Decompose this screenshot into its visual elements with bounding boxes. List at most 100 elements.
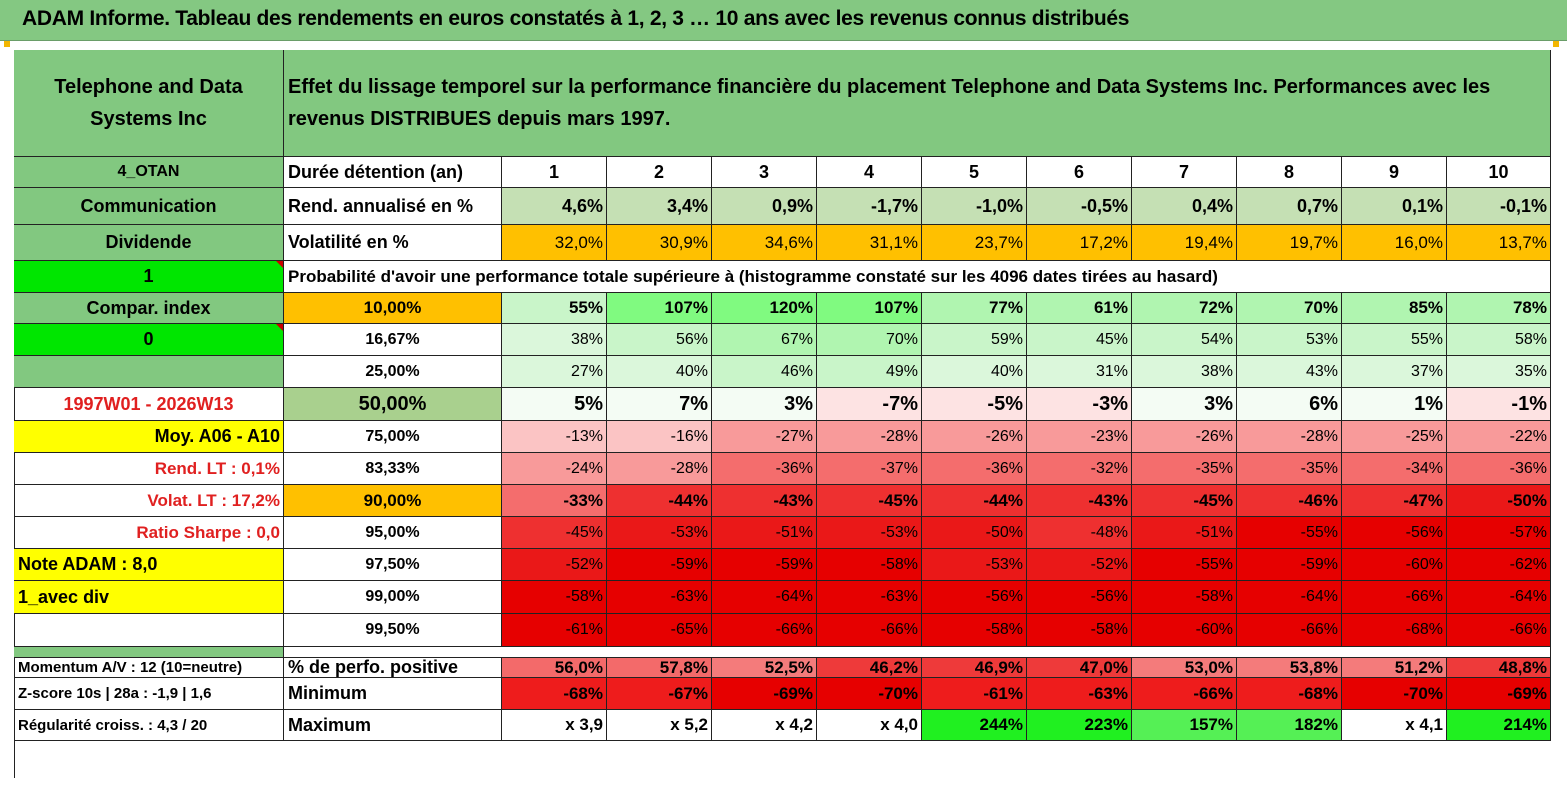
quantile-label-8[interactable]: 95,00% (284, 517, 502, 549)
company-name-cell[interactable]: Telephone and Data Systems Inc (14, 50, 284, 157)
quantile-label-2[interactable]: 16,67% (284, 324, 502, 356)
quantile-3-year-5[interactable]: 40% (922, 356, 1027, 388)
quantile-7-year-7[interactable]: -45% (1132, 485, 1237, 517)
blank-cell[interactable] (1447, 261, 1551, 293)
bottom-1-year-3[interactable]: 52,5% (712, 658, 817, 678)
volatility-year-6[interactable]: 17,2% (1027, 225, 1132, 261)
holding-duration-label[interactable]: Durée détention (an) (284, 157, 502, 188)
quantile-3-year-4[interactable]: 49% (817, 356, 922, 388)
quantile-1-year-9[interactable]: 85% (1342, 293, 1447, 324)
quantile-1-year-10[interactable]: 78% (1447, 293, 1551, 324)
bottom-2-year-8[interactable]: -68% (1237, 678, 1342, 710)
quantile-label-10[interactable]: 99,00% (284, 581, 502, 614)
quantile-6-year-6[interactable]: -32% (1027, 453, 1132, 485)
bottom-3-year-6[interactable]: 223% (1027, 710, 1132, 741)
bottom-1-year-5[interactable]: 46,9% (922, 658, 1027, 678)
income-type-cell[interactable]: Dividende (14, 225, 284, 261)
bottom-3-year-3[interactable]: x 4,2 (712, 710, 817, 741)
with-dividend-cell[interactable]: 1_avec div (14, 581, 284, 614)
quantile-1-year-2[interactable]: 107% (607, 293, 712, 324)
quantile-4-year-3[interactable]: 3% (712, 388, 817, 421)
quantile-7-year-1[interactable]: -33% (502, 485, 607, 517)
quantile-5-year-8[interactable]: -28% (1237, 421, 1342, 453)
bottom-3-year-2[interactable]: x 5,2 (607, 710, 712, 741)
sector-cell[interactable]: Communication (14, 188, 284, 225)
quantile-7-year-9[interactable]: -47% (1342, 485, 1447, 517)
quantile-5-year-10[interactable]: -22% (1447, 421, 1551, 453)
compar-index-cell[interactable]: Compar. index (14, 293, 284, 324)
quantile-2-year-4[interactable]: 70% (817, 324, 922, 356)
quantile-10-year-4[interactable]: -63% (817, 581, 922, 614)
quantile-8-year-7[interactable]: -51% (1132, 517, 1237, 549)
bottom-2-year-3[interactable]: -69% (712, 678, 817, 710)
bottom-label-1[interactable]: % de perfo. positive (284, 658, 502, 678)
year-header-2[interactable]: 2 (607, 157, 712, 188)
bottom-3-year-8[interactable]: 182% (1237, 710, 1342, 741)
quantile-1-year-5[interactable]: 77% (922, 293, 1027, 324)
quantile-5-year-5[interactable]: -26% (922, 421, 1027, 453)
annualized-return-year-4[interactable]: -1,7% (817, 188, 922, 225)
volatility-year-2[interactable]: 30,9% (607, 225, 712, 261)
quantile-10-year-3[interactable]: -64% (712, 581, 817, 614)
sharpe-ratio-cell[interactable]: Ratio Sharpe : 0,0 (14, 517, 284, 549)
bottom-3-year-1[interactable]: x 3,9 (502, 710, 607, 741)
quantile-7-year-2[interactable]: -44% (607, 485, 712, 517)
quantile-10-year-6[interactable]: -56% (1027, 581, 1132, 614)
quantile-6-year-9[interactable]: -34% (1342, 453, 1447, 485)
bottom-1-year-10[interactable]: 48,8% (1447, 658, 1551, 678)
quantile-11-year-10[interactable]: -66% (1447, 614, 1551, 647)
quantile-label-11[interactable]: 99,50% (284, 614, 502, 647)
quantile-8-year-1[interactable]: -45% (502, 517, 607, 549)
quantile-4-year-2[interactable]: 7% (607, 388, 712, 421)
quantile-9-year-6[interactable]: -52% (1027, 549, 1132, 581)
period-cell[interactable]: 1997W01 - 2026W13 (14, 388, 284, 421)
quantile-9-year-5[interactable]: -53% (922, 549, 1027, 581)
bottom-2-year-6[interactable]: -63% (1027, 678, 1132, 710)
quantile-10-year-5[interactable]: -56% (922, 581, 1027, 614)
quantile-4-year-4[interactable]: -7% (817, 388, 922, 421)
quantile-5-year-6[interactable]: -23% (1027, 421, 1132, 453)
zscore-cell[interactable]: Z-score 10s | 28a : -1,9 | 1,6 (14, 678, 284, 710)
quantile-6-year-4[interactable]: -37% (817, 453, 922, 485)
quantile-3-year-8[interactable]: 43% (1237, 356, 1342, 388)
quantile-3-year-1[interactable]: 27% (502, 356, 607, 388)
quantile-7-year-6[interactable]: -43% (1027, 485, 1132, 517)
bottom-1-year-7[interactable]: 53,0% (1132, 658, 1237, 678)
quantile-11-year-8[interactable]: -66% (1237, 614, 1342, 647)
quantile-label-7[interactable]: 90,00% (284, 485, 502, 517)
year-header-8[interactable]: 8 (1237, 157, 1342, 188)
quantile-1-year-4[interactable]: 107% (817, 293, 922, 324)
bottom-label-3[interactable]: Maximum (284, 710, 502, 741)
bottom-2-year-2[interactable]: -67% (607, 678, 712, 710)
bottom-1-year-1[interactable]: 56,0% (502, 658, 607, 678)
quantile-6-year-2[interactable]: -28% (607, 453, 712, 485)
quantile-2-year-2[interactable]: 56% (607, 324, 712, 356)
flag-one-cell[interactable]: 1 (14, 261, 284, 293)
quantile-7-year-10[interactable]: -50% (1447, 485, 1551, 517)
quantile-5-year-2[interactable]: -16% (607, 421, 712, 453)
quantile-1-year-3[interactable]: 120% (712, 293, 817, 324)
bottom-1-year-6[interactable]: 47,0% (1027, 658, 1132, 678)
quantile-4-year-6[interactable]: -3% (1027, 388, 1132, 421)
quantile-9-year-9[interactable]: -60% (1342, 549, 1447, 581)
quantile-11-year-1[interactable]: -61% (502, 614, 607, 647)
annualized-return-year-9[interactable]: 0,1% (1342, 188, 1447, 225)
year-header-9[interactable]: 9 (1342, 157, 1447, 188)
quantile-6-year-8[interactable]: -35% (1237, 453, 1342, 485)
quantile-2-year-6[interactable]: 45% (1027, 324, 1132, 356)
ticker-code-cell[interactable]: 4_OTAN (14, 157, 284, 188)
bottom-3-year-10[interactable]: 214% (1447, 710, 1551, 741)
year-header-4[interactable]: 4 (817, 157, 922, 188)
quantile-2-year-8[interactable]: 53% (1237, 324, 1342, 356)
quantile-4-year-5[interactable]: -5% (922, 388, 1027, 421)
volatility-year-1[interactable]: 32,0% (502, 225, 607, 261)
bottom-2-year-5[interactable]: -61% (922, 678, 1027, 710)
quantile-1-year-8[interactable]: 70% (1237, 293, 1342, 324)
quantile-5-year-1[interactable]: -13% (502, 421, 607, 453)
quantile-label-6[interactable]: 83,33% (284, 453, 502, 485)
year-header-3[interactable]: 3 (712, 157, 817, 188)
year-header-6[interactable]: 6 (1027, 157, 1132, 188)
quantile-7-year-3[interactable]: -43% (712, 485, 817, 517)
quantile-3-year-3[interactable]: 46% (712, 356, 817, 388)
volatility-year-10[interactable]: 13,7% (1447, 225, 1551, 261)
